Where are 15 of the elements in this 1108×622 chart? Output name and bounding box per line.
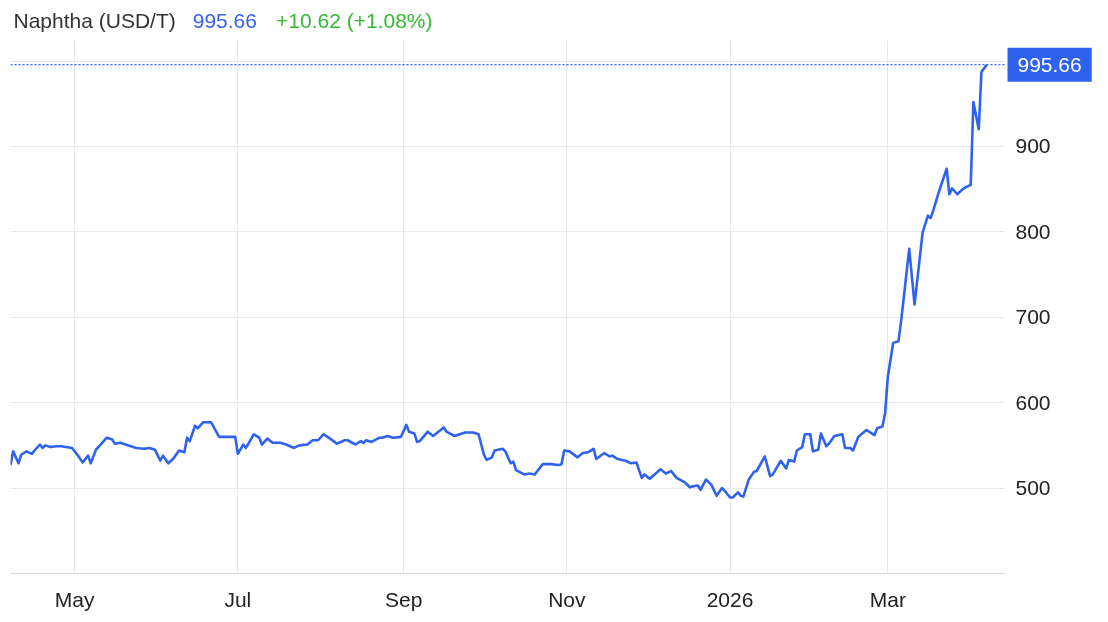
y-tick-label: 600 — [1015, 390, 1051, 414]
y-tick-label: 500 — [1015, 476, 1051, 500]
x-tick-label: May — [54, 587, 96, 611]
x-tick-label: Jul — [224, 587, 252, 611]
y-tick-label: 700 — [1015, 305, 1051, 329]
text: +10.62 (+1.08%) — [276, 9, 433, 32]
y-tick-label: 900 — [1015, 134, 1051, 158]
chart-title: Naphtha (USD/T) — [13, 9, 176, 32]
text: 995.66 — [192, 8, 257, 32]
x-tick-label: Nov — [548, 587, 587, 611]
x-tick-label: 2026 — [706, 587, 754, 611]
y-tick-label: 800 — [1015, 219, 1051, 243]
x-tick-label: Sep — [385, 587, 423, 611]
ref-line-label: 995.66 — [1017, 52, 1082, 76]
x-tick-label: Mar — [869, 587, 906, 611]
